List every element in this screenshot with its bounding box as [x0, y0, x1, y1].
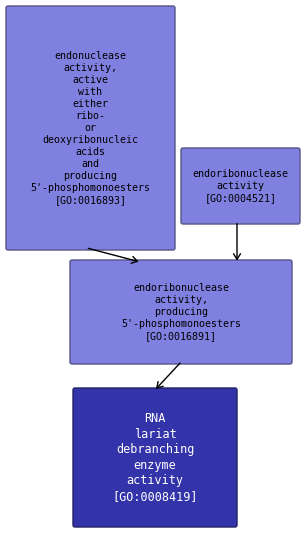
Text: endonuclease
activity,
active
with
either
ribo-
or
deoxyribonucleic
acids
and
pr: endonuclease activity, active with eithe…: [31, 51, 151, 205]
Text: RNA
lariat
debranching
enzyme
activity
[GO:0008419]: RNA lariat debranching enzyme activity […: [112, 412, 198, 502]
FancyBboxPatch shape: [70, 260, 292, 364]
FancyBboxPatch shape: [6, 6, 175, 250]
FancyBboxPatch shape: [181, 148, 300, 224]
Text: endoribonuclease
activity,
producing
5'-phosphomonoesters
[GO:0016891]: endoribonuclease activity, producing 5'-…: [121, 283, 241, 341]
FancyBboxPatch shape: [73, 388, 237, 527]
Text: endoribonuclease
activity
[GO:0004521]: endoribonuclease activity [GO:0004521]: [192, 169, 289, 203]
